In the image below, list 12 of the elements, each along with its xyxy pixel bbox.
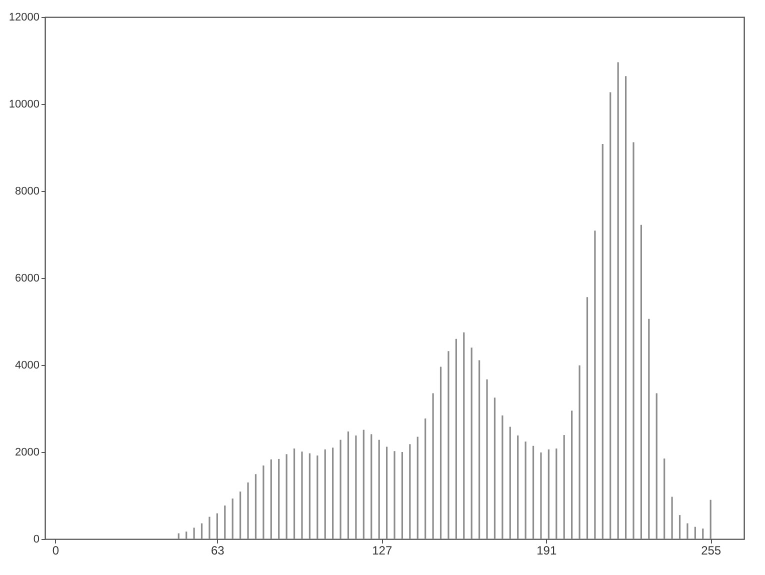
- y-tick-label: 8000: [15, 186, 40, 198]
- y-tick-label: 10000: [8, 98, 40, 110]
- y-tick-label: 0: [33, 534, 40, 546]
- x-tick-label: 0: [52, 544, 60, 558]
- y-tick-label: 6000: [15, 272, 40, 284]
- y-tick-label: 2000: [15, 446, 40, 458]
- y-tick-label: 4000: [15, 360, 40, 372]
- x-tick-label: 191: [536, 544, 557, 558]
- y-tick-label: 12000: [8, 12, 40, 24]
- x-tick-label: 255: [701, 544, 722, 558]
- x-tick-label: 63: [211, 544, 225, 558]
- x-tick-label: 127: [372, 544, 392, 558]
